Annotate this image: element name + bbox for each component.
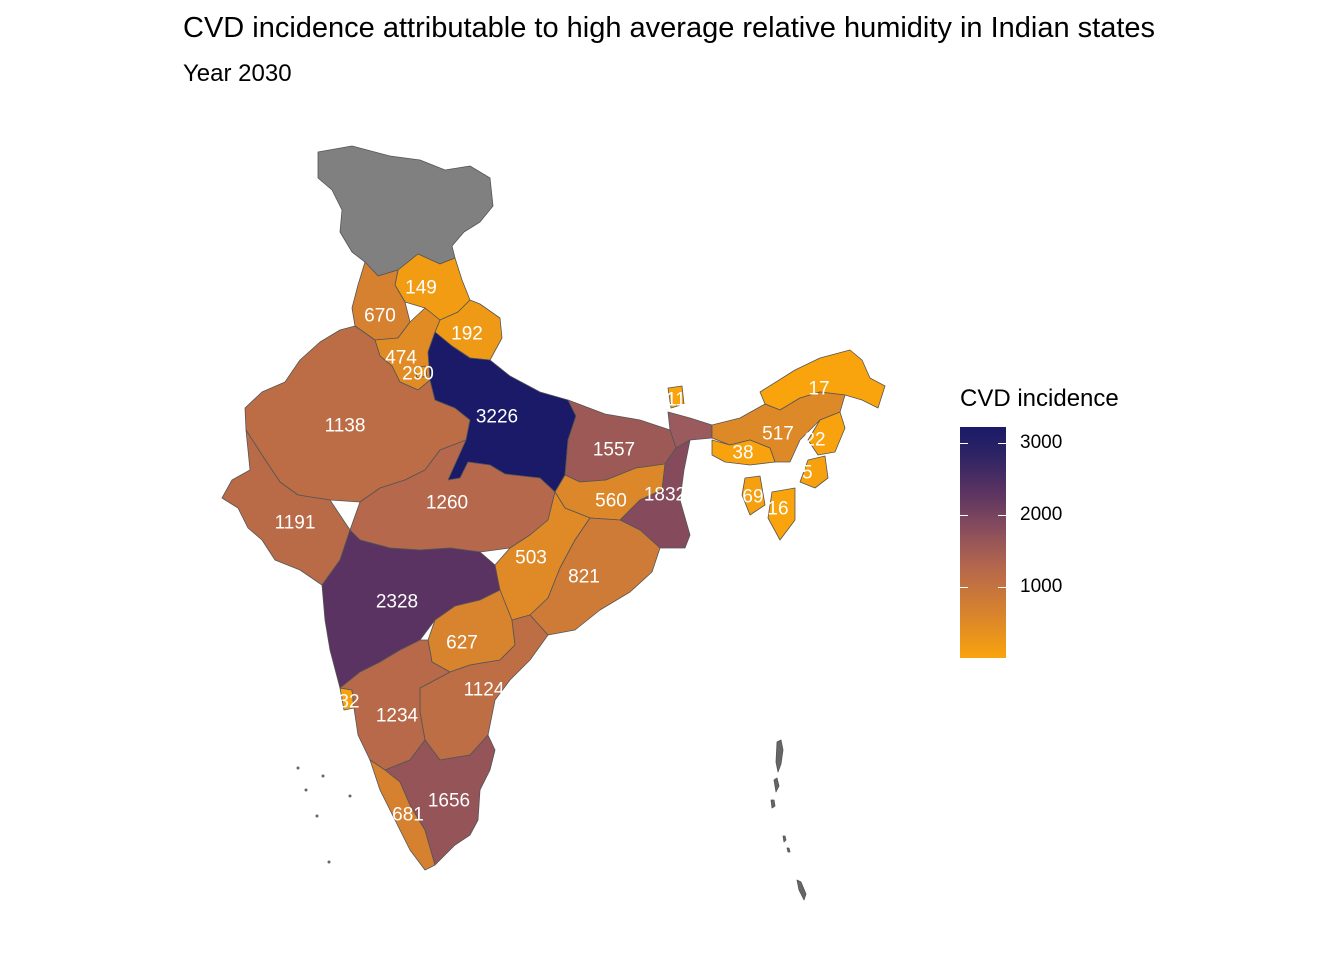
legend-tick-label: 1000	[1020, 575, 1063, 597]
legend-tick-right	[998, 515, 1006, 517]
label-goa: 32	[338, 692, 359, 713]
label-assam: 517	[762, 424, 794, 445]
legend-tick-label: 2000	[1020, 504, 1063, 526]
label-madhya-pradesh: 1260	[426, 493, 468, 514]
region-karnataka	[339, 639, 451, 771]
label-telangana: 627	[446, 633, 478, 654]
region-odisha	[529, 517, 661, 636]
label-delhi: 290	[402, 364, 434, 385]
label-nagaland: 22	[804, 430, 825, 451]
label-karnataka: 1234	[376, 706, 419, 727]
legend-tick-left	[960, 515, 968, 517]
map-title: CVD incidence attributable to high avera…	[183, 12, 1156, 44]
legend-tick-left	[960, 443, 968, 445]
label-punjab: 670	[364, 306, 396, 327]
label-maharashtra: 2328	[376, 592, 418, 613]
label-jharkhand: 560	[595, 491, 627, 512]
label-manipur: 55	[791, 463, 812, 484]
region-manipur	[799, 455, 829, 489]
label-tripura: 69	[742, 487, 763, 508]
region-west-bengal	[619, 439, 691, 549]
region-tamil-nadu	[384, 734, 496, 866]
legend-tick-left	[960, 586, 968, 588]
label-uttarakhand: 192	[451, 324, 483, 345]
label-meghalaya: 38	[732, 443, 753, 464]
label-mizoram: 16	[767, 499, 788, 520]
region-sikkim	[667, 385, 685, 409]
label-rajasthan: 1138	[325, 416, 366, 437]
legend-title: CVD incidence	[960, 385, 1119, 412]
lakshadweep-islands	[296, 766, 352, 864]
legend-colorbar	[960, 427, 1006, 658]
legend-tick-label: 3000	[1020, 432, 1063, 454]
label-andhra-pradesh: 1124	[464, 680, 505, 701]
label-arunachal-pradesh: 17	[808, 379, 829, 400]
label-tamil-nadu: 1656	[428, 791, 470, 812]
label-odisha: 821	[568, 567, 600, 588]
label-himachal-pradesh: 149	[405, 278, 437, 299]
legend-tick-right	[998, 586, 1006, 588]
label-chhattisgarh: 503	[515, 548, 547, 569]
label-sikkim: 11	[666, 390, 686, 411]
region-gujarat	[221, 429, 351, 586]
label-west-bengal: 1832	[644, 485, 686, 506]
label-bihar: 1557	[593, 440, 635, 461]
map-subtitle: Year 2030	[183, 60, 292, 87]
label-kerala: 681	[392, 805, 424, 826]
label-uttar-pradesh: 3226	[476, 407, 518, 428]
region-mizoram	[767, 487, 796, 541]
label-haryana: 474	[385, 348, 417, 369]
legend-tick-right	[998, 443, 1006, 445]
andaman-nicobar-islands	[770, 739, 807, 901]
region-tripura	[741, 475, 766, 516]
region-delhi	[414, 365, 428, 379]
region-nagaland	[807, 411, 846, 456]
label-gujarat: 1191	[275, 513, 316, 534]
region-jammu-and-kashmir	[317, 145, 494, 277]
region-meghalaya	[711, 439, 776, 466]
